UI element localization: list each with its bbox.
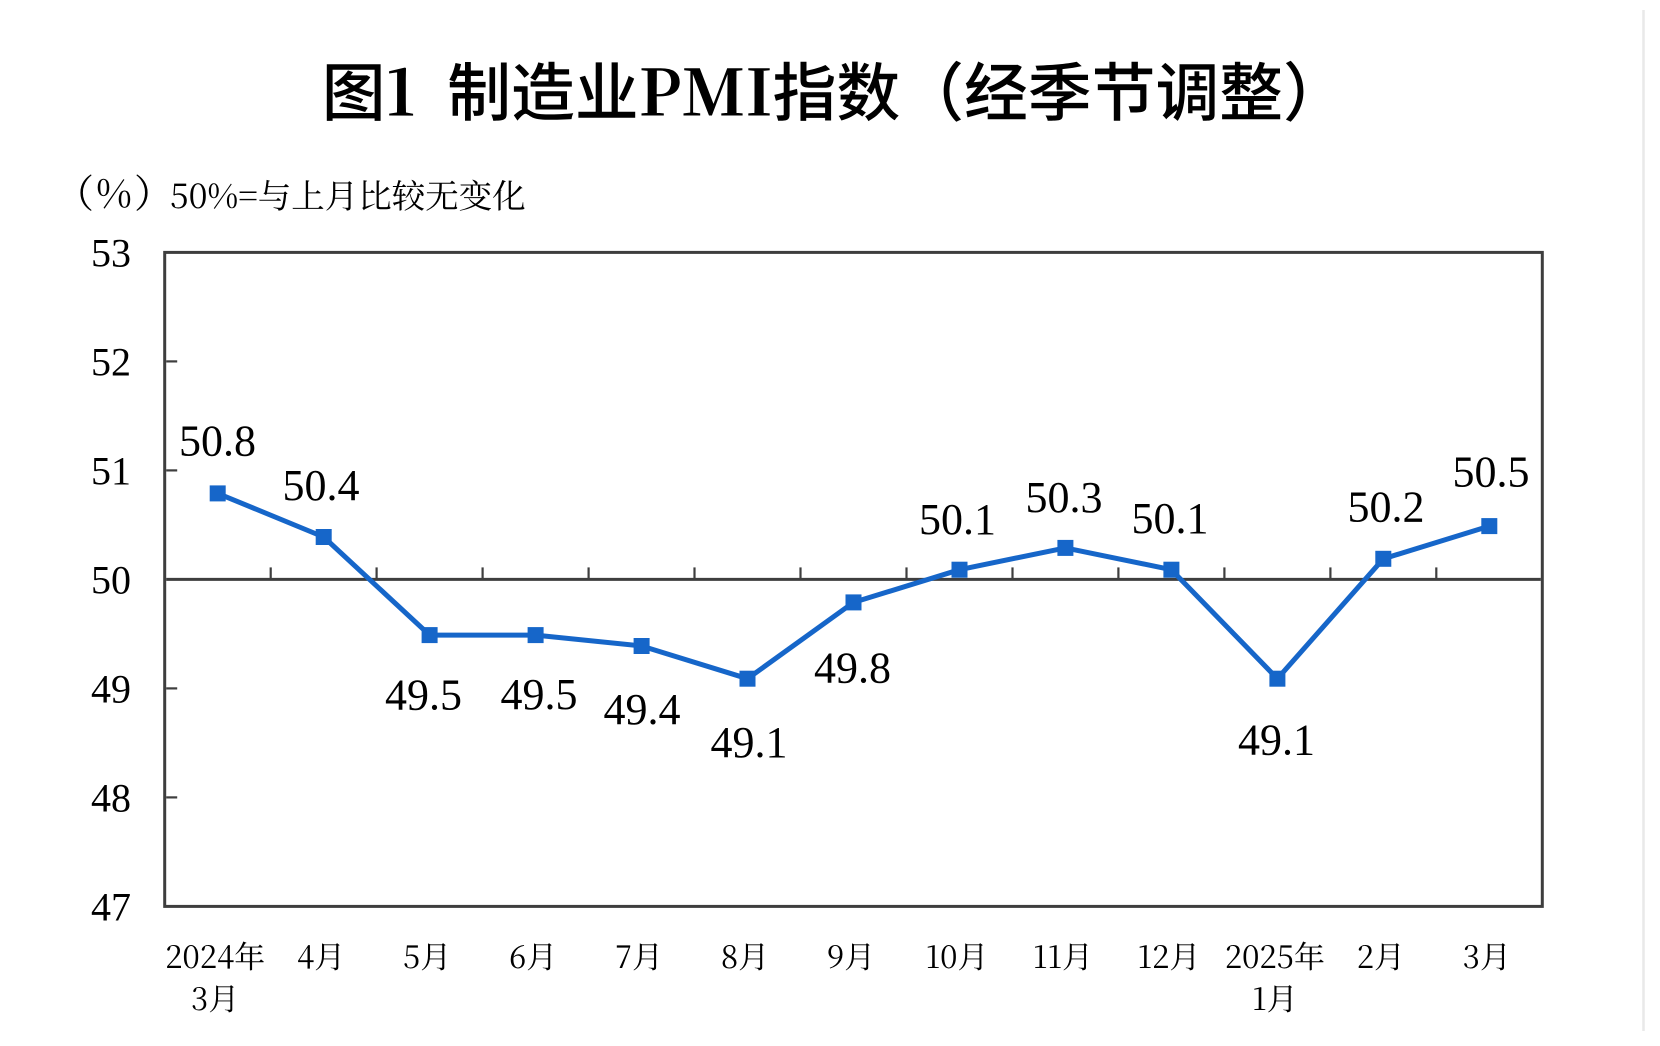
svg-text:50.5: 50.5	[1453, 447, 1530, 496]
svg-text:49.5: 49.5	[501, 670, 578, 719]
svg-text:49.1: 49.1	[711, 718, 788, 767]
svg-text:50.8: 50.8	[179, 416, 256, 465]
svg-text:53: 53	[91, 231, 131, 276]
svg-text:50.1: 50.1	[1132, 494, 1209, 543]
svg-text:49.1: 49.1	[1238, 715, 1315, 764]
svg-text:47: 47	[91, 885, 131, 930]
svg-text:48: 48	[91, 776, 131, 821]
svg-text:51: 51	[91, 449, 131, 494]
svg-text:49: 49	[91, 667, 131, 712]
svg-text:50.1: 50.1	[919, 495, 996, 544]
svg-text:50.2: 50.2	[1348, 482, 1425, 531]
svg-text:50.3: 50.3	[1026, 473, 1103, 522]
svg-text:49.4: 49.4	[604, 685, 681, 734]
svg-text:49.8: 49.8	[814, 643, 891, 692]
svg-text:50.4: 50.4	[283, 461, 360, 510]
svg-text:50: 50	[91, 558, 131, 603]
svg-text:49.5: 49.5	[385, 670, 462, 719]
svg-text:52: 52	[91, 340, 131, 385]
